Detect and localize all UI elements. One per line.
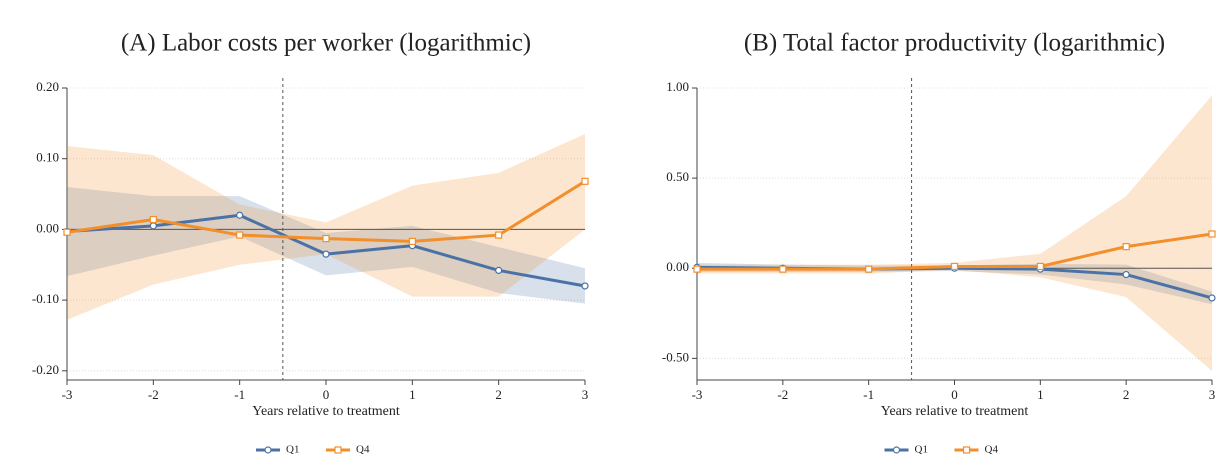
- marker: [322, 250, 330, 258]
- marker: [1208, 294, 1216, 302]
- marker: [149, 222, 157, 230]
- marker: [236, 211, 244, 219]
- marker: [779, 265, 787, 273]
- x-axis-label: Years relative to treatment: [252, 404, 400, 419]
- marker: [892, 446, 901, 454]
- x-tick-label: -2: [777, 387, 788, 402]
- y-tick-label: 0.00: [36, 220, 59, 235]
- marker: [581, 177, 589, 185]
- x-tick-label: -3: [692, 387, 703, 402]
- marker: [693, 265, 701, 273]
- marker: [950, 262, 959, 271]
- x-tick-label: 1: [409, 387, 416, 402]
- marker: [322, 234, 330, 243]
- x-tick-label: 2: [495, 387, 502, 402]
- y-tick-label: -0.10: [32, 291, 59, 306]
- chart-title: (A) Labor costs per worker (logarithmic): [121, 30, 531, 57]
- x-axis-label: Years relative to treatment: [881, 404, 1029, 419]
- x-tick-label: -1: [234, 387, 245, 402]
- confidence-band: [697, 95, 1212, 371]
- x-tick-label: -2: [148, 387, 159, 402]
- x-tick-label: 3: [582, 387, 589, 402]
- marker: [1122, 270, 1130, 279]
- x-tick-label: 0: [323, 387, 330, 402]
- x-tick-label: 0: [951, 387, 958, 402]
- y-tick-label: 0.10: [36, 150, 59, 165]
- marker: [334, 446, 342, 454]
- chart-title: (B) Total factor productivity (logarithm…: [744, 30, 1165, 57]
- legend-label: Q1: [915, 444, 928, 456]
- y-tick-label: 1.00: [666, 79, 689, 94]
- marker: [63, 228, 71, 236]
- confidence-band: [67, 186, 585, 304]
- marker: [236, 231, 244, 239]
- marker: [1036, 262, 1044, 271]
- marker: [1208, 230, 1216, 238]
- marker: [495, 231, 503, 239]
- x-tick-label: 1: [1037, 387, 1044, 402]
- marker: [264, 446, 272, 454]
- y-tick-label: 0.00: [666, 259, 689, 274]
- legend-label: Q1: [286, 444, 299, 456]
- marker: [865, 265, 873, 273]
- legend-label: Q4: [356, 444, 370, 456]
- marker: [149, 215, 157, 224]
- y-tick-label: -0.20: [32, 362, 59, 377]
- x-tick-label: -3: [62, 387, 73, 402]
- x-tick-label: 3: [1209, 387, 1216, 402]
- marker: [581, 282, 589, 290]
- y-tick-label: 0.50: [666, 169, 689, 184]
- y-tick-label: -0.50: [662, 349, 689, 364]
- marker: [495, 266, 503, 275]
- x-tick-label: 2: [1123, 387, 1130, 402]
- marker: [408, 237, 416, 246]
- y-tick-label: 0.20: [36, 79, 59, 94]
- marker: [962, 446, 971, 454]
- x-tick-label: -1: [863, 387, 874, 402]
- marker: [1122, 243, 1130, 251]
- confidence-band: [67, 133, 585, 320]
- legend-label: Q4: [985, 444, 999, 456]
